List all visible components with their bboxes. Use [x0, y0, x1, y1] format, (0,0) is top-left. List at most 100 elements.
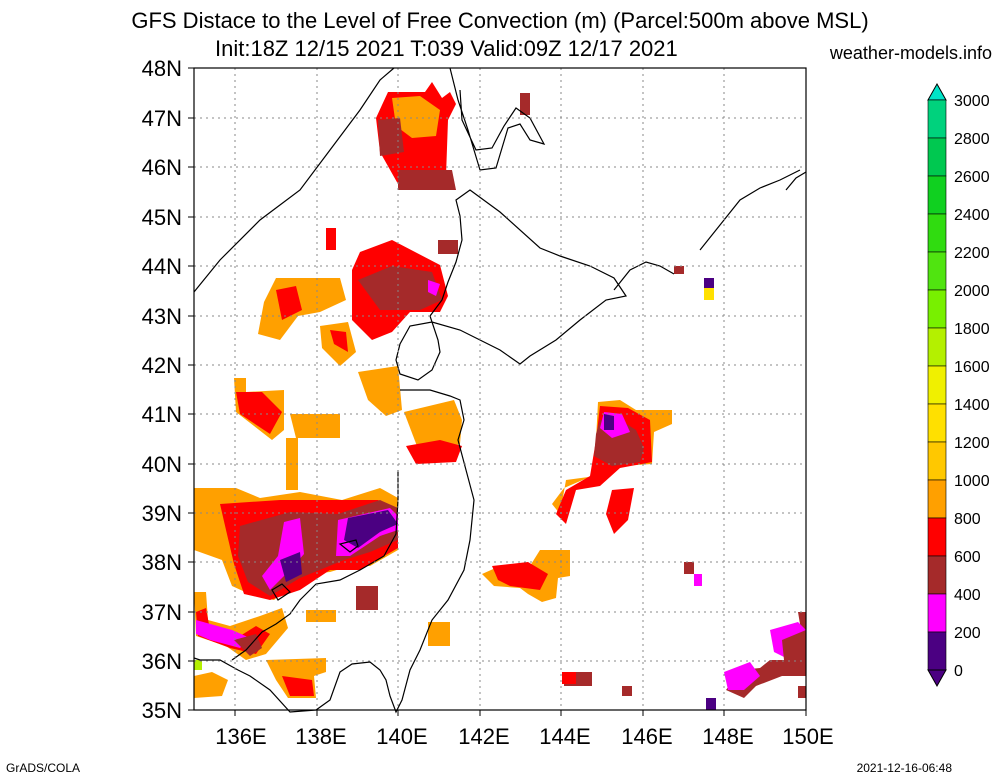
lat-label: 35N: [142, 698, 182, 723]
lat-label: 40N: [142, 452, 182, 477]
fill-region: [236, 392, 282, 434]
colorbar-swatch: [927, 137, 947, 177]
lon-label: 142E: [458, 724, 509, 749]
fill-region: [356, 586, 378, 610]
lon-label: 144E: [539, 724, 590, 749]
fill-region: [428, 622, 450, 646]
colorbar-swatch: [927, 175, 947, 215]
colorbar-swatch: [927, 555, 947, 595]
colorbar-swatch: [927, 327, 947, 367]
fill-region: [724, 662, 760, 690]
colorbar-swatch: [927, 631, 947, 671]
fill-region: [684, 562, 694, 574]
fill-region: [276, 286, 302, 320]
lat-labels: 48N 47N 46N 45N 44N 43N 42N 41N 40N 39N …: [142, 56, 182, 723]
lon-label: 140E: [376, 724, 427, 749]
colorbar-label: 2200: [954, 245, 990, 262]
fill-region: [280, 552, 302, 582]
lat-label: 46N: [142, 155, 182, 180]
coastline-asia-mainland: [193, 67, 395, 293]
lat-label: 43N: [142, 304, 182, 329]
colorbar-label: 1800: [954, 321, 990, 338]
init-valid-text: Init:18Z 12/15 2021 T:039 Valid:09Z 12/1…: [215, 36, 678, 61]
fill-region: [358, 266, 442, 310]
colorbar-label: 400: [954, 587, 981, 604]
lon-label: 150E: [782, 724, 833, 749]
fill-region: [622, 686, 632, 696]
fill-region: [262, 518, 304, 590]
site-label: weather-models.info: [829, 43, 992, 63]
fill-region: [406, 440, 462, 464]
lat-label: 36N: [142, 649, 182, 674]
lat-label: 39N: [142, 501, 182, 526]
colorbar-swatch: [927, 403, 947, 443]
fill-region: [306, 610, 336, 622]
fill-region: [704, 278, 714, 288]
colorbar-label: 2000: [954, 283, 990, 300]
tick-marks: [188, 67, 807, 716]
colorbar-swatch: [927, 479, 947, 519]
lat-label: 42N: [142, 353, 182, 378]
fill-region: [326, 228, 336, 250]
coastline-sado: [338, 539, 359, 553]
fill-region: [194, 672, 228, 698]
fill-region: [330, 330, 348, 352]
colorbar-max-arrow: [927, 82, 947, 101]
fill-region: [674, 266, 684, 274]
footer-software: GrADS/COLA: [6, 761, 81, 775]
coastline-noto: [271, 583, 291, 601]
lon-labels: 136E 138E 140E 142E 144E 146E 148E 150E: [215, 724, 833, 749]
colorbar-label: 0: [954, 663, 963, 680]
coastline-kamchatka-edge: [785, 171, 807, 191]
colorbar-label: 2600: [954, 169, 990, 186]
fill-region: [398, 170, 456, 190]
colorbar-swatch: [927, 289, 947, 329]
lat-label: 44N: [142, 254, 182, 279]
colorbar-swatch: [927, 593, 947, 633]
fill-region: [358, 366, 402, 416]
fill-region: [520, 93, 530, 115]
colorbar-swatch: [927, 517, 947, 557]
coastline-sakhalin: [449, 67, 546, 171]
lat-label: 45N: [142, 205, 182, 230]
colorbar-label: 1000: [954, 473, 990, 490]
lat-label: 41N: [142, 402, 182, 427]
coastline-kuriles: [613, 169, 801, 291]
colorbar-swatch: [927, 213, 947, 253]
colorbar-label: 1600: [954, 359, 990, 376]
fill-region: [694, 574, 702, 586]
colorbar-label: 600: [954, 549, 981, 566]
lat-label: 48N: [142, 56, 182, 81]
colorbar-swatch: [927, 251, 947, 291]
colorbar: 3000280026002400220020001800160014001200…: [927, 82, 990, 688]
fill-region: [290, 414, 340, 438]
coastline-hokkaido: [395, 189, 627, 381]
footer-timestamp: 2021-12-16-06:48: [856, 761, 952, 775]
colorbar-label: 800: [954, 511, 981, 528]
colorbar-swatch: [927, 99, 947, 139]
lfc-fill-layer: [194, 82, 806, 710]
fill-region: [562, 672, 576, 684]
fill-region: [438, 240, 458, 254]
lat-label: 47N: [142, 106, 182, 131]
fill-region: [798, 686, 806, 698]
fill-region: [378, 118, 404, 156]
lon-label: 136E: [215, 724, 266, 749]
fill-region: [492, 562, 548, 590]
colorbar-label: 1200: [954, 435, 990, 452]
colorbar-swatch: [927, 365, 947, 405]
fill-region: [194, 660, 202, 670]
colorbar-min-arrow: [927, 669, 947, 688]
fill-region: [782, 630, 806, 660]
fill-region: [706, 698, 716, 710]
fill-region: [344, 510, 398, 548]
lat-label: 37N: [142, 600, 182, 625]
fill-region: [604, 414, 614, 430]
colorbar-label: 2400: [954, 207, 990, 224]
map-frame: [193, 67, 807, 711]
lon-label: 146E: [621, 724, 672, 749]
coastlines: [193, 67, 807, 714]
grid-lines: [194, 68, 806, 710]
fill-region: [392, 96, 440, 138]
